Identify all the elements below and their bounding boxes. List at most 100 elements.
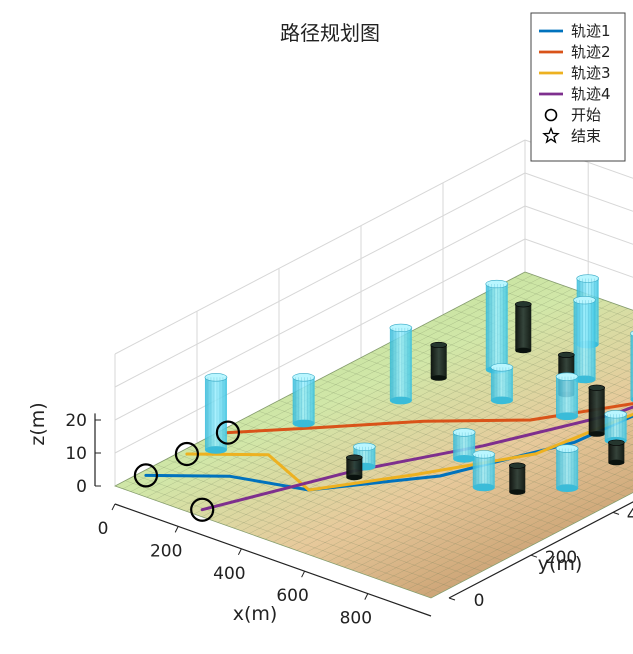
x-tick-label: 200 <box>150 541 182 561</box>
x-tick <box>364 593 369 600</box>
legend-end-label: 结束 <box>571 127 601 145</box>
cylinder-top <box>514 301 532 308</box>
cylinder-base <box>556 484 579 493</box>
legend-entry-label: 轨迹1 <box>571 22 611 40</box>
cylinder-base <box>490 396 513 405</box>
cylinder-base <box>346 474 363 481</box>
cylinder-top <box>555 444 579 453</box>
cylinder-body <box>556 376 578 417</box>
x-axis-line <box>114 503 432 617</box>
obstacle-cylinder-cyan <box>472 450 496 492</box>
x-tick <box>237 548 242 556</box>
legend-entry-label: 轨迹3 <box>571 64 611 82</box>
cylinder-top <box>555 372 579 381</box>
cylinder-body <box>204 377 227 450</box>
terrain-mesh-line <box>312 388 633 557</box>
grid-line <box>114 238 526 454</box>
obstacle-cylinder-cyan <box>555 372 579 421</box>
grid-line <box>524 172 633 212</box>
x-tick-label: 800 <box>340 609 372 629</box>
cylinder-top <box>472 450 496 459</box>
terrain-mesh-line <box>504 282 633 329</box>
cylinder-base <box>453 454 476 463</box>
y-tick <box>448 597 456 601</box>
z-tick-label: 0 <box>76 477 87 497</box>
start-marker <box>190 497 215 522</box>
terrain-mesh-line <box>399 464 633 587</box>
chart-title: 路径规划图 <box>280 21 380 45</box>
terrain-mesh-line <box>320 395 633 559</box>
terrain-mesh-line <box>288 367 633 548</box>
start-marker <box>174 441 200 467</box>
x-tick-label: 0 <box>98 519 109 539</box>
x-tick <box>174 526 179 533</box>
cylinder-top <box>608 439 625 446</box>
cylinder-base <box>389 396 412 405</box>
cylinder-body <box>346 457 363 478</box>
cylinder-base <box>515 347 532 354</box>
y-tick-label: 0 <box>474 591 485 611</box>
cylinder-body <box>389 327 412 401</box>
grid-line <box>114 205 526 421</box>
terrain-mesh-line <box>430 492 633 599</box>
cylinder-body <box>604 414 627 441</box>
cylinder-body <box>608 442 625 463</box>
y-axis-line <box>448 501 633 599</box>
terrain-mesh-line <box>371 352 633 446</box>
obstacle-cylinder-cyan <box>452 428 476 463</box>
obstacle-cylinder-cyan <box>204 373 228 454</box>
y-tick <box>530 554 538 558</box>
obstacle-cylinder-cyan <box>485 279 509 374</box>
cylinder-top <box>588 384 606 391</box>
terrain-mesh-line <box>344 416 633 568</box>
obstacle-cylinder-black <box>514 301 532 354</box>
obstacle-cylinder-cyan <box>292 373 315 428</box>
z-tick-label: 10 <box>65 444 87 464</box>
obstacle-cylinder-black <box>608 439 625 466</box>
trajectory-line <box>200 405 633 512</box>
obstacle-cylinder-cyan <box>389 323 413 405</box>
cylinder-base <box>556 412 578 421</box>
markers <box>133 420 241 522</box>
y-axis-label: y(m) <box>538 553 583 575</box>
grid-line <box>524 205 633 245</box>
z-tick-label: 20 <box>65 411 87 431</box>
x-tick-label: 600 <box>276 586 308 606</box>
x-tick <box>301 570 306 578</box>
cylinder-body <box>515 304 532 351</box>
cylinder-base <box>204 446 227 454</box>
cylinder-top <box>576 274 599 283</box>
y-tick <box>612 511 620 515</box>
cylinder-body <box>630 333 633 400</box>
grid-line <box>114 172 526 388</box>
legend-start-marker <box>544 108 558 122</box>
obstacle-cylinder-cyan <box>573 296 596 384</box>
legend-start-label: 开始 <box>571 106 601 124</box>
x-axis-label: x(m) <box>233 603 278 625</box>
cylinder-base <box>430 375 447 381</box>
cylinder-top <box>346 454 363 461</box>
terrain-mesh-line <box>336 409 633 565</box>
cylinder-body <box>509 465 526 493</box>
terrain-mesh-line <box>514 277 633 320</box>
trajectory-line <box>185 412 633 492</box>
terrain-mesh-line <box>375 443 633 579</box>
cylinder-body <box>556 448 579 489</box>
legend-entry-label: 轨迹2 <box>571 43 611 61</box>
y-tick-label: 200 <box>545 548 577 568</box>
obstacle-cylinder-black <box>430 341 448 381</box>
terrain-mesh-line <box>423 485 633 596</box>
legend-entry-label: 轨迹4 <box>571 85 611 103</box>
cylinder-base <box>608 459 625 466</box>
cylinder-top <box>508 462 526 469</box>
terrain-mesh-line <box>330 373 633 482</box>
cylinder-base <box>630 397 633 402</box>
cylinder-body <box>453 432 476 459</box>
cylinder-top <box>630 330 633 337</box>
cylinder-top <box>573 296 596 305</box>
obstacle-cylinder-cyan <box>490 363 514 405</box>
terrain-mesh-line <box>494 287 633 338</box>
cylinder-body <box>588 387 605 434</box>
